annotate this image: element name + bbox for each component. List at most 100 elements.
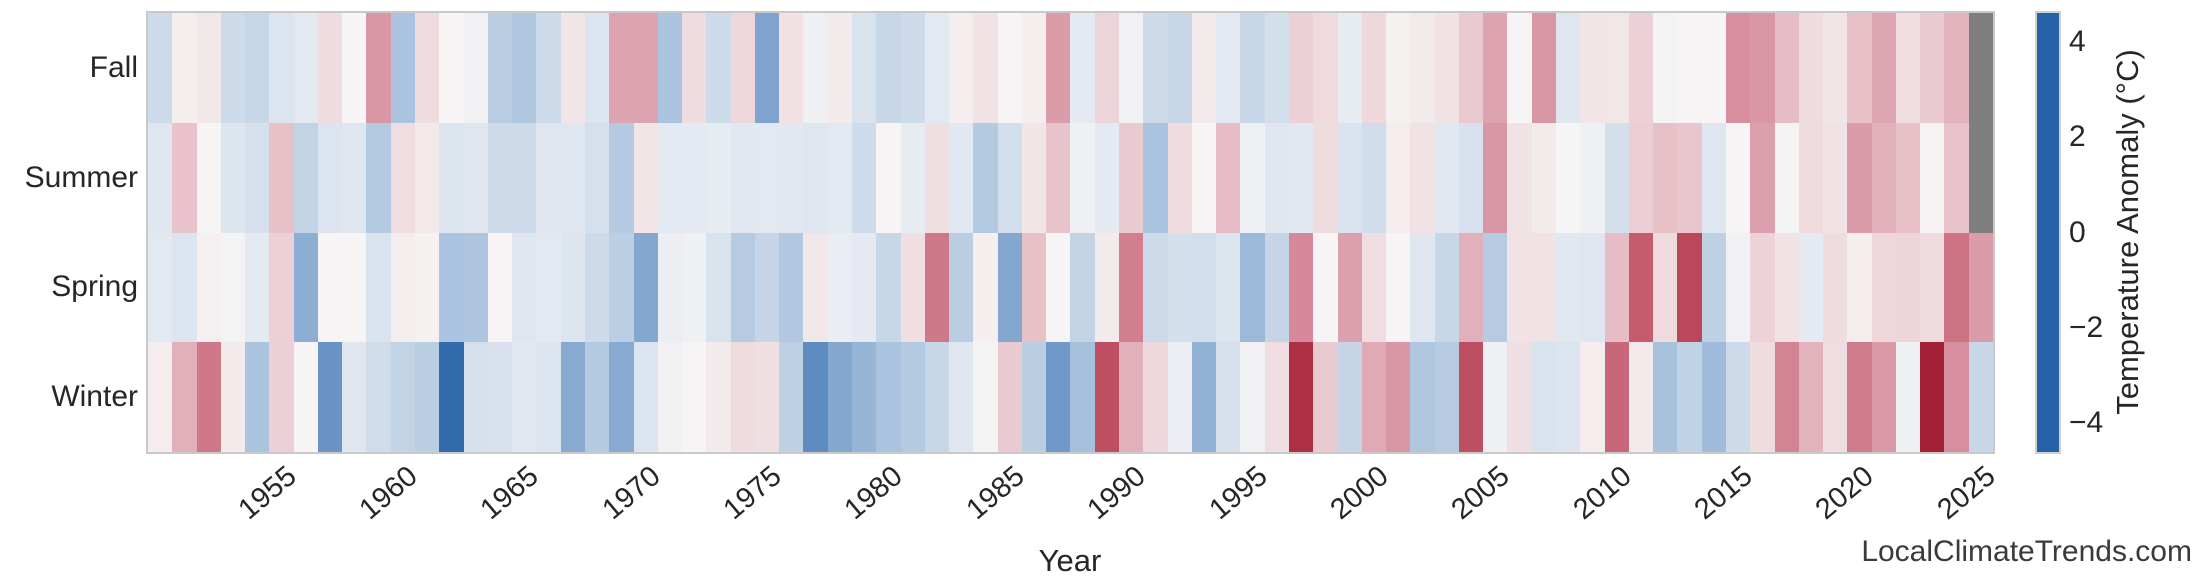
heatmap-cell: [1798, 122, 1824, 233]
heatmap-cell: [1750, 13, 1775, 123]
heatmap-cell: [1677, 232, 1702, 343]
heatmap-cell: [293, 342, 318, 452]
heatmap-cell: [924, 122, 950, 233]
heatmap-cell: [245, 13, 270, 123]
heatmap-cell: [852, 13, 877, 123]
heatmap-cell: [1895, 232, 1921, 343]
heatmap-cell: [730, 342, 755, 452]
heatmap-cell: [1483, 342, 1508, 452]
heatmap-cell: [1167, 232, 1192, 343]
heatmap-cell: [876, 342, 901, 452]
x-axis-title: Year: [1038, 543, 1102, 578]
heatmap-cell: [1604, 342, 1629, 452]
heatmap-cell: [293, 232, 318, 343]
heatmap-cell: [269, 13, 294, 123]
heatmap-cell: [1847, 342, 1872, 452]
heatmap-cell: [172, 13, 197, 123]
heatmap-cell: [1216, 122, 1241, 233]
heatmap-cell: [754, 342, 780, 452]
heatmap-cell: [148, 342, 173, 452]
heatmap-cell: [1556, 13, 1581, 123]
heatmap-cell: [1458, 13, 1484, 123]
y-tick-label: Spring: [51, 270, 138, 304]
heatmap-cell: [366, 13, 391, 123]
heatmap-cell: [949, 122, 974, 233]
heatmap-cell: [1264, 13, 1289, 123]
heatmap-cell: [220, 13, 246, 123]
heatmap-cell: [1167, 13, 1192, 123]
heatmap-cell: [342, 342, 367, 452]
y-tick-label: Winter: [51, 380, 138, 414]
heatmap-cell: [196, 342, 221, 452]
heatmap-cell: [1677, 122, 1702, 233]
heatmap-cell: [754, 13, 780, 123]
heatmap-cell: [609, 232, 634, 343]
heatmap-cell: [439, 342, 464, 452]
heatmap-cell: [439, 122, 464, 233]
heatmap-cell: [196, 13, 221, 123]
heatmap-cell: [1264, 232, 1289, 343]
heatmap-cell: [1507, 122, 1532, 233]
heatmap-cell: [949, 342, 974, 452]
heatmap-cell: [584, 13, 610, 123]
heatmap-cell: [220, 122, 246, 233]
heatmap-cell: [1847, 122, 1872, 233]
heatmap-cell: [1337, 232, 1362, 343]
heatmap-cell: [1823, 232, 1848, 343]
heatmap-cell: [682, 13, 707, 123]
heatmap-cell: [487, 13, 513, 123]
heatmap-cell: [196, 122, 221, 233]
heatmap-cell: [342, 122, 367, 233]
heatmap-cell: [1701, 342, 1726, 452]
heatmap-cell: [584, 122, 610, 233]
heatmap-cell: [1628, 13, 1654, 123]
heatmap-cell: [924, 13, 950, 123]
heatmap-cell: [1507, 13, 1532, 123]
heatmap-cell: [803, 342, 828, 452]
heatmap-cell: [1653, 232, 1678, 343]
heatmap-cell: [657, 13, 683, 123]
heatmap-cell: [1240, 13, 1265, 123]
heatmap-cell: [1240, 232, 1265, 343]
heatmap-cell: [706, 342, 731, 452]
heatmap-cell: [1410, 13, 1435, 123]
heatmap-cell: [1628, 342, 1654, 452]
heatmap-cell: [1798, 13, 1824, 123]
heatmap-cell: [1556, 232, 1581, 343]
heatmap-cell: [1216, 13, 1241, 123]
heatmap-cell: [973, 122, 998, 233]
heatmap-cell: [1094, 232, 1120, 343]
heatmap-cell: [584, 232, 610, 343]
heatmap-cell: [1337, 13, 1362, 123]
heatmap-cell: [1386, 342, 1411, 452]
heatmap-cell: [633, 342, 658, 452]
heatmap-cell: [536, 342, 561, 452]
heatmap-cell: [1119, 232, 1144, 343]
heatmap-cell: [1895, 13, 1921, 123]
heatmap-cell: [172, 232, 197, 343]
heatmap-cell: [633, 13, 658, 123]
heatmap-cell: [1653, 122, 1678, 233]
heatmap-cell: [1701, 13, 1726, 123]
heatmap-cell: [366, 342, 391, 452]
heatmap-cell: [1386, 122, 1411, 233]
heatmap-cell: [487, 342, 513, 452]
heatmap-cell: [1240, 342, 1265, 452]
heatmap-cell: [900, 232, 925, 343]
heatmap-cell: [1604, 122, 1629, 233]
heatmap-cell: [1653, 13, 1678, 123]
heatmap-cell: [900, 342, 925, 452]
heatmap-cell: [1871, 122, 1896, 233]
heatmap-cell: [1070, 342, 1095, 452]
heatmap-cell: [1143, 232, 1168, 343]
heatmap-cell: [1580, 13, 1605, 123]
colorbar: [2035, 11, 2061, 454]
heatmap-cell: [463, 13, 488, 123]
heatmap-cell: [1968, 122, 1993, 233]
heatmap-cell: [1920, 342, 1945, 452]
heatmap-cell: [293, 122, 318, 233]
heatmap-cell: [1531, 342, 1557, 452]
heatmap-cell: [317, 122, 343, 233]
heatmap-cell: [1871, 232, 1896, 343]
heatmap-cell: [1774, 342, 1799, 452]
